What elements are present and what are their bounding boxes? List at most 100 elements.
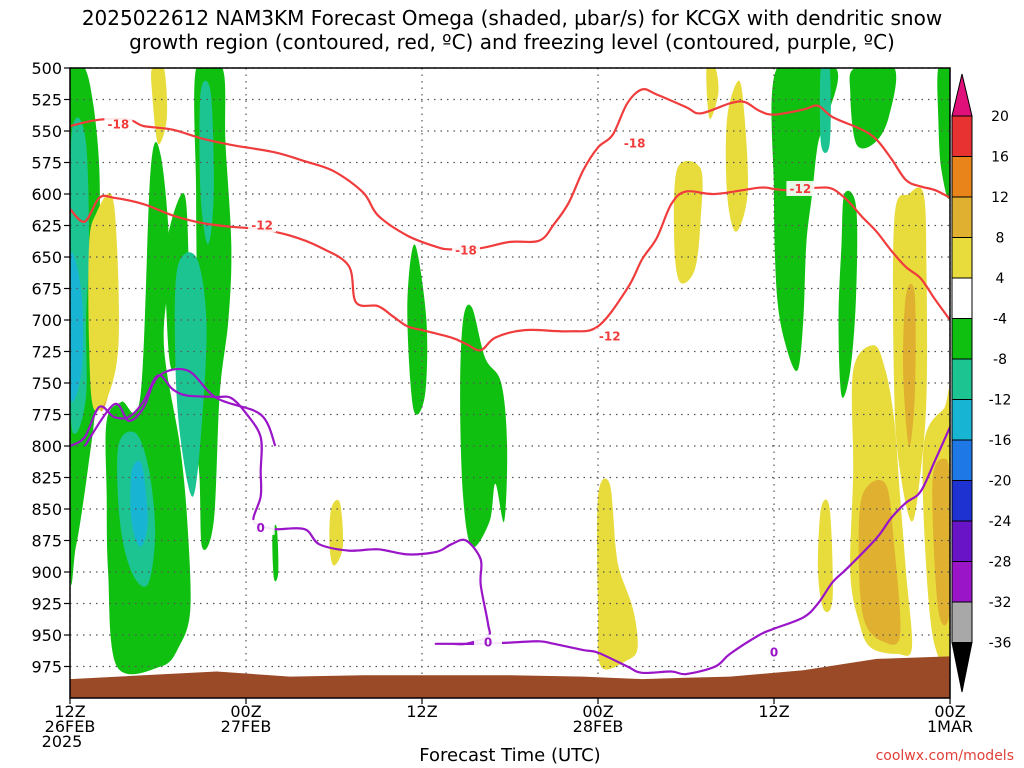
y-tick-label: 550	[31, 122, 62, 141]
colorbar-swatch	[951, 156, 973, 198]
x-tick-label: 26FEB	[45, 717, 96, 736]
x-tick-label: 12Z	[758, 702, 789, 721]
y-tick-label: 775	[31, 406, 62, 425]
omega-region-4	[596, 478, 638, 670]
contour-label-bg	[786, 180, 815, 196]
y-tick-label: 675	[31, 280, 62, 299]
y-tick-label: 500	[31, 59, 62, 78]
omega-region-neg8	[838, 190, 858, 398]
colorbar-label: 12	[991, 190, 1009, 206]
colorbar-label: -16	[989, 433, 1012, 449]
x-tick-label: 12Z	[54, 702, 85, 721]
x-tick-label: 00Z	[230, 702, 261, 721]
chart-title-line2: growth region (contoured, red, ºC) and f…	[129, 30, 895, 54]
x-tick-label: 28FEB	[573, 717, 624, 736]
omega-region-neg12	[174, 252, 207, 497]
colorbar-swatch	[951, 318, 973, 360]
x-tick-label: 00Z	[934, 702, 965, 721]
contour-label-bg	[246, 519, 275, 535]
y-tick-label: 525	[31, 91, 62, 110]
colorbar-swatch	[951, 399, 973, 441]
contour-label: -12	[251, 219, 273, 233]
colorbar-swatch	[951, 196, 973, 238]
contour-line-neg18	[70, 87, 950, 251]
omega-region-4	[673, 160, 703, 284]
chart-title-line1: 2025022612 NAM3KM Forecast Omega (shaded…	[81, 6, 943, 30]
colorbar-label: -8	[993, 352, 1007, 368]
contour-label-bg	[595, 328, 624, 344]
omega-region-4	[706, 68, 719, 119]
y-axis: 500 525 550 575 600 625 650 675 700 725 750 775 800 8…	[31, 59, 70, 677]
contour-label: 0	[484, 636, 492, 650]
colorbar-swatch	[951, 601, 973, 643]
colorbar-label: -28	[989, 555, 1012, 571]
y-tick-label: 625	[31, 217, 62, 236]
colorbar-label: 20	[991, 109, 1009, 125]
x-tick-label: 2025	[42, 732, 83, 751]
colorbar-label: 4	[996, 271, 1005, 287]
y-tick-label: 925	[31, 595, 62, 614]
credit-link[interactable]: coolwx.com/models	[875, 748, 1014, 764]
y-tick-label: 850	[31, 500, 62, 519]
y-tick-label: 975	[31, 658, 62, 677]
contour-label: -12	[599, 329, 621, 343]
contours	[70, 87, 950, 676]
x-tick-label: 00Z	[582, 702, 613, 721]
colorbar-label: -32	[989, 595, 1012, 611]
y-tick-label: 600	[31, 185, 62, 204]
colorbar-swatch	[951, 480, 973, 522]
chart-title: 2025022612 NAM3KM Forecast Omega (shaded…	[0, 6, 1024, 54]
contour-line-0	[83, 367, 277, 447]
y-tick-label: 800	[31, 437, 62, 456]
contour-label: -12	[790, 182, 812, 196]
contour-label-bg	[474, 634, 502, 650]
contour-label-bg	[760, 644, 788, 660]
colorbar: 20 16 12 8 4 -4 -8 -12 -16 -20 -24 -28 -32 -36	[951, 73, 1012, 693]
colorbar-label: -24	[989, 514, 1012, 530]
contour-label: 0	[256, 521, 264, 535]
omega-region-4	[329, 499, 344, 566]
x-tick-label: 1MAR	[927, 717, 973, 736]
contour-labels: -18 -18 -18 -12 -12 -12 0 0 0	[104, 116, 815, 660]
colorbar-bottom-arrow	[951, 642, 973, 693]
colorbar-label: 8	[996, 231, 1005, 247]
y-tick-label: 575	[31, 154, 62, 173]
y-tick-label: 950	[31, 626, 62, 645]
y-tick-label: 750	[31, 374, 62, 393]
colorbar-swatch	[951, 520, 973, 562]
colorbar-swatch	[951, 115, 973, 157]
y-tick-label: 875	[31, 532, 62, 551]
omega-region-neg8	[460, 304, 508, 548]
contour-label-bg	[620, 135, 649, 151]
colorbar-label: -12	[989, 393, 1012, 409]
colorbar-swatch	[951, 277, 973, 319]
contour-label-bg	[452, 242, 480, 258]
colorbar-label: -36	[989, 636, 1012, 652]
colorbar-swatch	[951, 561, 973, 603]
omega-region-neg12	[819, 68, 831, 154]
contour-line-neg12	[70, 186, 950, 352]
y-tick-label: 725	[31, 343, 62, 362]
y-tick-label: 650	[31, 248, 62, 267]
contour-label: 0	[770, 646, 778, 660]
contour-label: -18	[624, 137, 646, 151]
contour-line-0	[70, 374, 950, 676]
omega-region-neg8	[272, 524, 279, 582]
terrain-fill	[70, 656, 950, 698]
x-tick-label: 27FEB	[221, 717, 272, 736]
contour-label: -18	[108, 118, 130, 132]
colorbar-swatch	[951, 439, 973, 481]
omega-region-4	[151, 68, 168, 145]
omega-region-4	[88, 192, 119, 412]
contour-label-bg	[248, 217, 277, 233]
colorbar-top-arrow	[951, 73, 973, 117]
omega-region-4	[725, 80, 749, 232]
omega-region-8	[932, 458, 950, 626]
contour-label: -18	[455, 244, 477, 258]
omega-region-neg16	[130, 460, 148, 547]
y-tick-label: 900	[31, 563, 62, 582]
colorbar-label: 16	[991, 150, 1009, 166]
omega-region-neg8	[937, 68, 950, 199]
